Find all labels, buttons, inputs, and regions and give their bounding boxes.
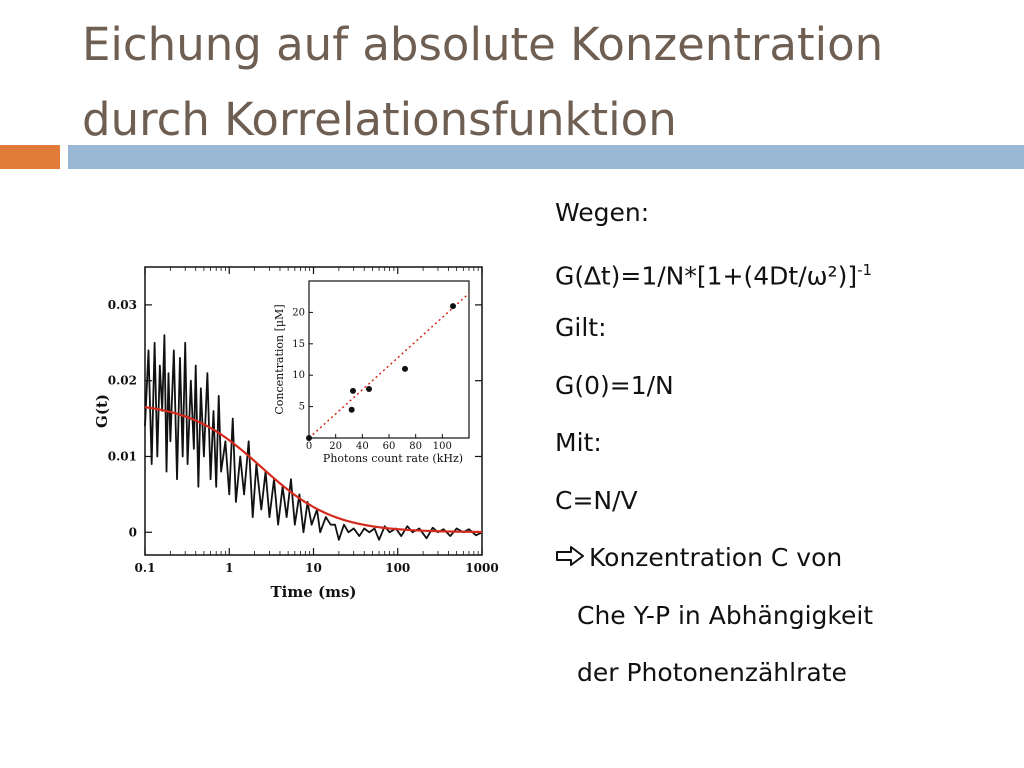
accent-bar-orange [0,145,60,169]
text-correlation-formula: G(∆t)=1/N*[1+(4Dt/ω²)]-1 [555,260,873,290]
main-y-tick-label: 0 [129,525,137,539]
arrow-right-icon [555,535,589,580]
main-y-tick-label: 0.03 [108,298,137,312]
main-x-tick-label: 1000 [465,561,498,575]
inset-y-tick-label: 20 [292,307,305,318]
main-y-tick-label: 0.02 [108,374,137,388]
main-y-tick-label: 0.01 [108,449,137,463]
text-concentration-formula: C=N/V [555,485,638,515]
text-conclusion-3: der Photonenzählrate [577,658,847,687]
inset-x-tick-label: 20 [329,441,342,452]
text-conclusion-1: Konzentration C von [555,535,873,593]
inset-data-point [450,303,456,310]
text-g0-formula: G(0)=1/N [555,370,674,400]
inset-data-point [306,435,312,441]
inset-y-tick-label: 5 [299,402,305,413]
inset-data-point [350,387,356,394]
main-x-tick-label: 100 [385,561,410,575]
text-gilt: Gilt: [555,313,607,342]
main-x-tick-label: 10 [305,561,322,575]
inset-data-point [348,406,355,413]
explanation-text: Wegen: G(∆t)=1/N*[1+(4Dt/ω²)]-1 Gilt: G(… [555,190,873,708]
main-x-tick-label: 1 [225,561,233,575]
inset-fit-line [308,292,470,439]
measured-correlation-curve [144,334,483,541]
inset-x-tick-label: 100 [433,441,452,452]
inset-y-tick-label: 15 [292,339,305,350]
accent-bar-blue [68,145,1024,169]
inset-x-tick-label: 80 [409,441,422,452]
slide-title-line-2: durch Korrelationsfunktion [82,93,677,146]
main-y-axis-label: G(t) [95,394,111,428]
text-mit: Mit: [555,428,602,457]
fit-correlation-curve [144,406,483,534]
inset-x-tick-label: 40 [356,441,369,452]
text-wegen: Wegen: [555,198,650,227]
main-x-tick-label: 0.1 [135,561,156,575]
formula-exponent: -1 [857,260,873,279]
correlation-chart: 0.1 1 10 100 1000 0 0.01 0.02 0.03 Time (ms) G(t) 0… [95,266,499,601]
inset-x-axis-label: Photons count rate (kHz) [323,452,463,465]
inset-y-axis-label: Concentration [μM] [273,304,286,414]
inset-x-tick-label: 60 [383,441,396,452]
inset-data-point [366,386,372,393]
slide-title-line-1: Eichung auf absolute Konzentration [82,18,884,71]
inset-data-point [402,365,408,372]
main-x-axis-label: Time (ms) [270,583,356,601]
text-conclusion-2: Che Y-P in Abhängigkeit [577,600,874,630]
inset-x-tick-label: 0 [306,441,312,452]
inset-y-tick-label: 10 [292,370,305,381]
